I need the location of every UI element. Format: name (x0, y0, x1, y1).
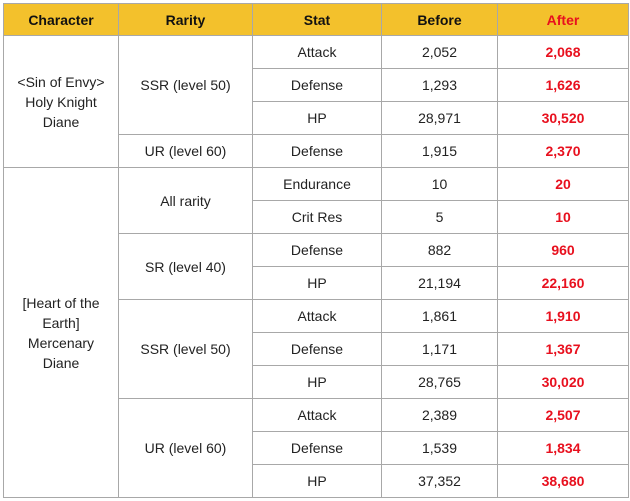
after-value-cell: 20 (497, 167, 629, 201)
after-value-cell: 2,068 (497, 35, 629, 69)
after-value-cell: 38,680 (497, 464, 629, 498)
after-value-cell: 30,520 (497, 101, 629, 135)
stat-cell: HP (252, 365, 382, 399)
before-value-cell: 28,971 (381, 101, 498, 135)
before-value-cell: 28,765 (381, 365, 498, 399)
after-value-cell: 2,507 (497, 398, 629, 432)
stat-cell: Defense (252, 134, 382, 168)
after-value-cell: 1,834 (497, 431, 629, 465)
stat-cell: Defense (252, 332, 382, 366)
before-value-cell: 37,352 (381, 464, 498, 498)
before-value-cell: 21,194 (381, 266, 498, 300)
before-value-cell: 1,539 (381, 431, 498, 465)
table-row: HP 37,352 38,680 (4, 464, 629, 498)
stat-cell: Crit Res (252, 200, 382, 234)
rarity-cell: All rarity (118, 167, 253, 234)
character-name-line: [Heart of the (22, 294, 100, 311)
before-value-cell: 2,052 (381, 35, 498, 69)
character-name-line: Earth] (42, 314, 80, 331)
character-name-cell: [Heart of the Earth] Mercenary Diane (3, 167, 119, 498)
table-row: HP 28,971 30,520 (4, 101, 629, 135)
stat-cell: Attack (252, 299, 382, 333)
table-row: Crit Res 5 10 (4, 200, 629, 234)
before-value-cell: 1,915 (381, 134, 498, 168)
header-character: Character (3, 3, 119, 36)
rarity-cell: UR (level 60) (118, 398, 253, 498)
table-body: <Sin of Envy> Holy Knight Diane SSR (level … (3, 35, 629, 498)
stat-changes-table: Character Rarity Stat Before After <Sin … (3, 3, 629, 498)
header-stat: Stat (252, 3, 382, 36)
after-value-cell: 2,370 (497, 134, 629, 168)
rarity-cell: SSR (level 50) (118, 35, 253, 135)
rarity-cell: UR (level 60) (118, 134, 253, 168)
before-value-cell: 1,861 (381, 299, 498, 333)
after-value-cell: 10 (497, 200, 629, 234)
character-name-line: Diane (42, 354, 80, 371)
stat-cell: HP (252, 101, 382, 135)
stat-cell: Defense (252, 68, 382, 102)
table-row: <Sin of Envy> Holy Knight Diane SSR (level … (3, 35, 629, 168)
table-row: UR (level 60) Defense 1,915 2,370 (4, 134, 629, 168)
after-value-cell: 960 (497, 233, 629, 267)
after-value-cell: 30,020 (497, 365, 629, 399)
rarity-cell: SSR (level 50) (118, 299, 253, 399)
before-value-cell: 1,171 (381, 332, 498, 366)
stat-cell: Defense (252, 431, 382, 465)
character-name-line: Diane (42, 113, 80, 130)
character-name-line: <Sin of Envy> (17, 73, 105, 90)
stat-cell: HP (252, 464, 382, 498)
before-value-cell: 5 (381, 200, 498, 234)
after-value-cell: 1,910 (497, 299, 629, 333)
header-before: Before (381, 3, 498, 36)
after-value-cell: 1,367 (497, 332, 629, 366)
table-row: Defense 1,293 1,626 (4, 68, 629, 102)
character-name-cell: <Sin of Envy> Holy Knight Diane (3, 35, 119, 168)
stat-cell: Attack (252, 35, 382, 69)
before-value-cell: 10 (381, 167, 498, 201)
stat-cell: Defense (252, 233, 382, 267)
table-row: HP 21,194 22,160 (4, 266, 629, 300)
before-value-cell: 2,389 (381, 398, 498, 432)
table-row: Defense 1,539 1,834 (4, 431, 629, 465)
character-name-line: Holy Knight (25, 93, 97, 110)
header-row: Character Rarity Stat Before After (3, 3, 629, 36)
before-value-cell: 1,293 (381, 68, 498, 102)
character-name-line: Mercenary (27, 334, 95, 351)
header-after: After (497, 3, 629, 36)
header-rarity: Rarity (118, 3, 253, 36)
table-row: [Heart of the Earth] Mercenary Diane All rar… (3, 167, 629, 498)
after-value-cell: 22,160 (497, 266, 629, 300)
after-value-cell: 1,626 (497, 68, 629, 102)
stat-cell: Attack (252, 398, 382, 432)
before-value-cell: 882 (381, 233, 498, 267)
rarity-cell: SR (level 40) (118, 233, 253, 300)
stat-cell: HP (252, 266, 382, 300)
stat-cell: Endurance (252, 167, 382, 201)
